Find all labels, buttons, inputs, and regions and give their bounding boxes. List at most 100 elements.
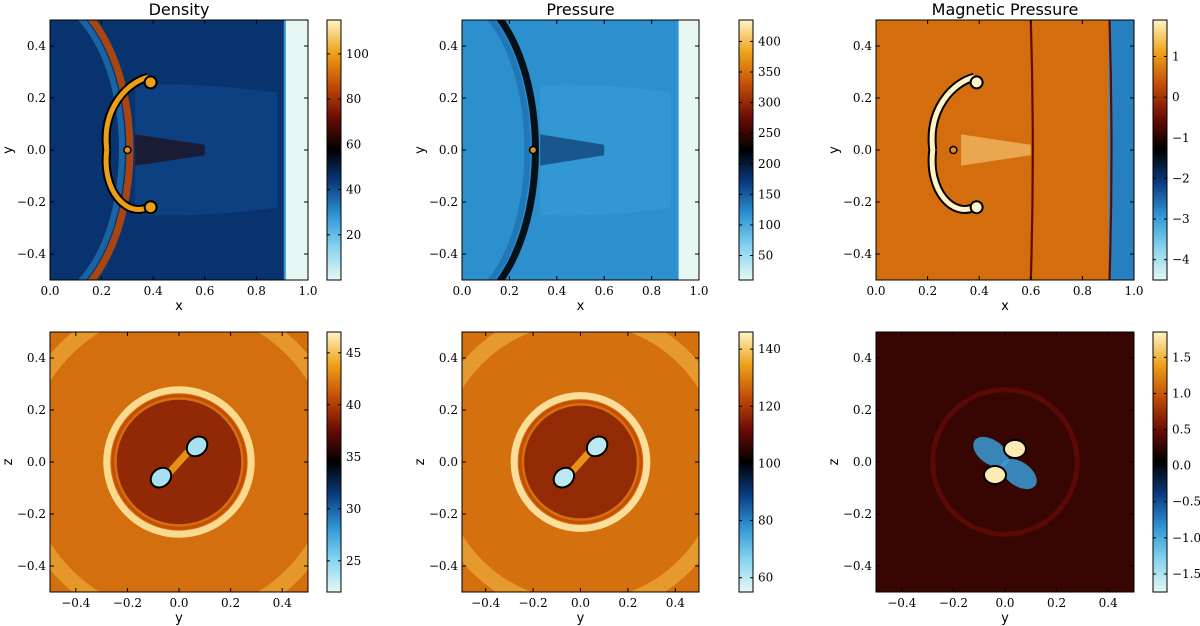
- x-tick-label: 0.8: [642, 284, 661, 298]
- heatmap-panel-4: −0.4 −0.2 0.0 0.2 0.4 −0.4 −0.2 0.0 0.2 0.4 y z 25 30…: [1, 331, 361, 626]
- heatmap-feature-quadrupole-neg-lobe-1: [973, 436, 1009, 468]
- x-axis-label: x: [175, 299, 183, 314]
- y-tick-label: −0.2: [17, 507, 46, 521]
- colorbar-tick-label: −1: [1172, 131, 1190, 145]
- heatmap-feature-band: [1109, 20, 1134, 280]
- colorbar-gradient: [738, 331, 754, 593]
- colorbar-tick-label: 40: [346, 183, 361, 197]
- x-tick-label: −0.2: [519, 596, 548, 610]
- x-tick-label: 0.8: [247, 284, 266, 298]
- y-tick-label: 0.4: [439, 351, 458, 365]
- heatmap-feature-lobe-pair-lobe-2: [149, 466, 173, 489]
- x-tick-label: 1.0: [1124, 284, 1143, 298]
- heatmap-feature-ring: [103, 386, 255, 538]
- heatmap-feature-jet-cloud-head-bottom: [969, 200, 984, 215]
- heatmap-field: [876, 20, 1134, 280]
- panel-title: Density: [149, 0, 210, 19]
- colorbar-tick-label: 120: [758, 399, 781, 413]
- x-tick-label: 0.0: [995, 596, 1014, 610]
- colorbar-tick-label: 45: [346, 346, 361, 360]
- colorbar-tick-label: −1.0: [1172, 531, 1200, 545]
- heatmap-panel-2: 0.0 0.2 0.4 0.6 0.8 1.0 −0.4 −0.2 0.0 0.2 0.4 x y Pre…: [413, 0, 781, 314]
- colorbar: 20 40 60 80 100: [326, 19, 369, 281]
- colorbar: 50 100 150 200 250 300 350 400: [738, 19, 781, 281]
- colorbar-tick-label: 0.0: [1172, 459, 1191, 473]
- y-tick-label: 0.2: [27, 91, 46, 105]
- heatmap-feature-quadrupole-pos-lobe-2: [983, 465, 1007, 485]
- x-tick-label: −0.4: [61, 596, 91, 610]
- colorbar-tick-label: 200: [758, 157, 781, 171]
- heatmap-feature-lobe-pair-bridge: [568, 449, 593, 475]
- panel-title: Magnetic Pressure: [932, 0, 1079, 19]
- heatmap-feature-band: [677, 20, 699, 280]
- heatmap-feature-jet-cloud-head-bottom: [143, 200, 158, 215]
- y-tick-label: −0.4: [843, 559, 873, 573]
- heatmap-feature-jet-cloud-head-top: [143, 75, 158, 90]
- y-tick-label: 0.2: [27, 403, 46, 417]
- heatmap-feature-jet-cloud-arc: [103, 74, 150, 212]
- heatmap-field: [50, 332, 308, 592]
- colorbar-tick-label: 60: [758, 571, 773, 585]
- heatmap-feature-lobe-pair-bridge: [167, 449, 191, 475]
- heatmap-feature-band: [284, 20, 308, 280]
- y-tick-label: −0.4: [429, 247, 459, 261]
- colorbar-gradient: [738, 19, 754, 281]
- colorbar-gradient: [326, 19, 342, 281]
- x-tick-label: 0.0: [571, 596, 590, 610]
- heatmap-feature-lobe-pair-lobe-1: [185, 435, 209, 458]
- colorbar-tick-label: 1.0: [1172, 386, 1191, 400]
- y-tick-label: −0.2: [843, 195, 872, 209]
- colorbar-tick-label: −3: [1172, 212, 1190, 226]
- colorbar-tick-label: 0: [1172, 90, 1180, 104]
- x-tick-label: 0.4: [970, 284, 989, 298]
- colorbar: 25 30 35 40 45: [326, 331, 361, 593]
- x-tick-label: 0.2: [618, 596, 637, 610]
- x-tick-label: 0.2: [92, 284, 111, 298]
- x-tick-label: 1.0: [298, 284, 317, 298]
- x-tick-label: 0.8: [1073, 284, 1092, 298]
- y-tick-label: 0.0: [439, 143, 458, 157]
- colorbar-tick-label: 20: [346, 228, 361, 242]
- y-tick-label: 0.4: [853, 39, 872, 53]
- colorbar-tick-label: −1.5: [1172, 567, 1200, 581]
- panel-title: Pressure: [546, 0, 614, 19]
- colorbar-gradient: [1152, 19, 1168, 281]
- heatmap-feature-lobe-pair-lobe-1: [585, 435, 609, 458]
- heatmap-feature-curved-shock-inner: [77, 20, 125, 280]
- heatmap-feature-jet-cloud-head-top: [969, 75, 984, 90]
- y-tick-label: −0.4: [17, 559, 47, 573]
- heatmap-panel-1: 0.0 0.2 0.4 0.6 0.8 1.0 −0.4 −0.2 0.0 0.2 0.4 x y Den…: [1, 0, 369, 314]
- colorbar-tick-label: 40: [346, 398, 361, 412]
- heatmap-feature-ring: [510, 392, 651, 532]
- heatmap-feature-quadrupole-neg-lobe-2: [1001, 458, 1037, 490]
- x-tick-label: 0.4: [1099, 596, 1118, 610]
- heatmap-feature-curved-shock-bubble: [540, 84, 671, 216]
- colorbar-tick-label: 1: [1172, 50, 1180, 64]
- x-tick-label: 0.0: [452, 284, 471, 298]
- x-tick-label: 0.0: [169, 596, 188, 610]
- heatmap-field: [876, 332, 1134, 592]
- x-tick-label: 0.6: [1021, 284, 1040, 298]
- heatmap-feature-quadrupole-pos-lobe-1: [1003, 439, 1027, 459]
- colorbar-tick-label: 350: [758, 65, 781, 79]
- y-tick-label: 0.4: [27, 39, 46, 53]
- colorbar: 60 80 100 120 140: [738, 331, 781, 593]
- colorbar-tick-label: 100: [758, 218, 781, 232]
- x-axis-label: y: [577, 611, 585, 626]
- x-tick-label: 0.2: [918, 284, 937, 298]
- heatmap-panel-5: −0.4 −0.2 0.0 0.2 0.4 −0.4 −0.2 0.0 0.2 0.4 y z 60 80…: [413, 331, 781, 626]
- colorbar-tick-label: −2: [1172, 171, 1190, 185]
- colorbar-tick-label: 0.5: [1172, 423, 1191, 437]
- colorbar-tick-label: 250: [758, 126, 781, 140]
- y-axis-label: y: [827, 146, 842, 154]
- heatmap-feature-ring-inner: [111, 394, 247, 530]
- colorbar-tick-label: 400: [758, 34, 781, 48]
- y-tick-label: −0.4: [843, 247, 873, 261]
- y-tick-label: −0.2: [429, 195, 458, 209]
- heatmap-feature-jet-cloud-tail: [135, 134, 205, 166]
- colorbar-tick-label: 150: [758, 187, 781, 201]
- colorbar-tick-label: 100: [758, 456, 781, 470]
- heatmap-feature-jet-cloud-core: [949, 145, 958, 155]
- y-axis-label: z: [1, 458, 16, 465]
